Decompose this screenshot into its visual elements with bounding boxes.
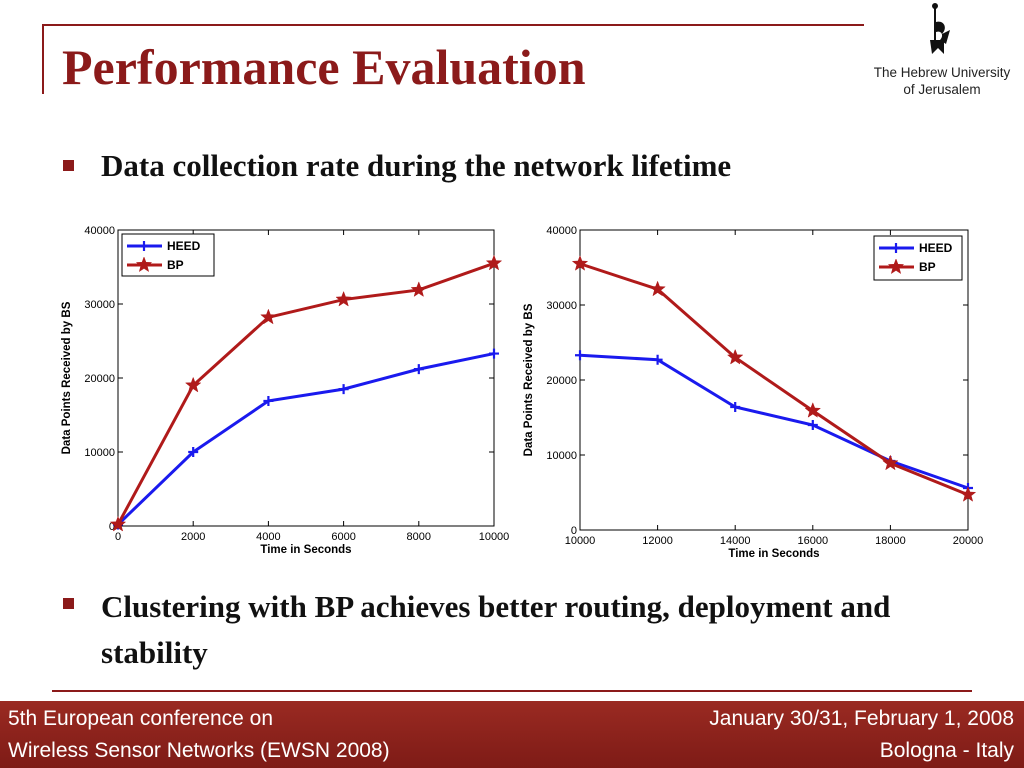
series-bp — [109, 254, 503, 532]
footer-bar: 5th European conference on Wireless Sens… — [0, 701, 1024, 768]
logo-emblem-icon — [930, 3, 950, 54]
series-line-heed — [579, 353, 969, 490]
x-tick-label: 10000 — [479, 531, 510, 543]
bullet-data-collection: Data collection rate during the network … — [63, 148, 732, 184]
data-point-heed — [413, 364, 424, 375]
chart-right: 10000 12000 14000 16000 18000 20000 0 10000 2000… — [522, 214, 996, 566]
y-tick-label: 40000 — [84, 225, 115, 237]
x-tick-label: 20000 — [953, 535, 984, 547]
title-frame-left — [42, 24, 44, 94]
bullet-clustering: Clustering with BP achieves better routi… — [63, 584, 921, 676]
y-tick-label: 10000 — [84, 447, 115, 459]
bullet-square-icon — [63, 160, 74, 171]
legend-marker-bp — [887, 258, 905, 275]
legend-marker-bp — [135, 256, 153, 273]
chart-legend: HEED BP — [873, 235, 963, 281]
chart-legend: HEED BP — [121, 233, 215, 277]
legend-marker-heed — [891, 243, 901, 253]
bullet-square-icon — [63, 598, 74, 609]
data-point-heed — [652, 354, 663, 365]
legend-label-heed: HEED — [919, 241, 953, 255]
y-tick-label: 20000 — [546, 375, 577, 387]
x-tick-label: 6000 — [331, 531, 355, 543]
series-line-bp — [579, 262, 969, 497]
chart-left: 0 2000 4000 6000 8000 10000 0 10000 20000 30000 40… — [52, 214, 522, 564]
legend-marker-heed — [139, 241, 149, 251]
x-tick-label: 0 — [115, 531, 121, 543]
footer-date: January 30/31, February 1, 2008 — [709, 707, 1014, 730]
legend-box — [873, 235, 963, 281]
series-line-heed — [116, 352, 495, 526]
x-tick-label: 18000 — [875, 535, 906, 547]
title-frame-top — [42, 24, 864, 26]
y-tick-label: 30000 — [84, 299, 115, 311]
bullet-text: Data collection rate during the network … — [101, 148, 732, 183]
x-tick-label: 8000 — [407, 531, 431, 543]
data-point-heed — [263, 395, 274, 406]
chart-left-svg: 0 2000 4000 6000 8000 10000 0 10000 20000 30000 40… — [61, 225, 510, 556]
data-point-bp — [485, 254, 503, 271]
legend-label-heed: HEED — [167, 239, 201, 253]
data-point-bp — [882, 454, 899, 471]
legend-box — [121, 233, 215, 277]
data-point-bp — [571, 255, 589, 271]
x-tick-label: 2000 — [181, 531, 205, 543]
data-point-bp — [804, 402, 822, 418]
data-point-bp — [726, 348, 744, 365]
footer-conference-line2: Wireless Sensor Networks (EWSN 2008) — [8, 739, 390, 762]
x-tick-label: 12000 — [642, 535, 673, 547]
series-line-bp — [116, 261, 495, 526]
data-point-heed — [730, 402, 741, 412]
data-point-heed — [188, 447, 199, 457]
data-point-bp — [649, 280, 666, 297]
data-point-bp — [260, 308, 277, 325]
y-tick-label: 40000 — [546, 225, 577, 237]
x-tick-label: 16000 — [798, 535, 829, 547]
data-point-bp — [959, 486, 977, 502]
y-tick-label: 10000 — [546, 450, 577, 462]
y-tick-label: 0 — [109, 521, 115, 533]
x-axis-label: Time in Seconds — [728, 548, 819, 560]
x-tick-label: 14000 — [720, 535, 751, 547]
legend-label-bp: BP — [167, 258, 184, 272]
y-tick-label: 0 — [571, 525, 577, 537]
data-point-bp — [184, 376, 202, 393]
x-tick-label: 4000 — [256, 531, 280, 543]
data-point-heed — [807, 420, 818, 430]
y-axis-label: Data Points Received by BS — [61, 301, 73, 454]
logo-text-line1: The Hebrew University — [873, 65, 1011, 80]
footer-location: Bologna - Italy — [879, 739, 1014, 762]
data-point-heed — [575, 350, 585, 361]
data-point-bp — [410, 281, 428, 297]
y-tick-label: 20000 — [84, 373, 115, 385]
logo-text: The Hebrew University of Jerusalem — [860, 64, 1024, 98]
chart-right-svg: 10000 12000 14000 16000 18000 200000100002000… — [523, 225, 984, 560]
legend-label-bp: BP — [919, 260, 936, 274]
footer-divider — [52, 690, 972, 692]
plot-area — [117, 229, 495, 527]
data-point-heed — [489, 348, 499, 359]
x-tick-label: 10000 — [565, 535, 596, 547]
x-axis-label: Time in Seconds — [260, 544, 351, 556]
data-point-bp — [109, 515, 127, 532]
y-axis-label: Data Points Received by BS — [523, 303, 535, 456]
logo-text-line2: of Jerusalem — [903, 82, 981, 97]
bullet-text: Clustering with BP achieves better routi… — [101, 589, 891, 670]
y-tick-label: 30000 — [546, 300, 577, 312]
data-point-bp — [335, 290, 352, 307]
footer-conference-line1: 5th European conference on — [8, 707, 274, 730]
slide-title: Performance Evaluation — [62, 39, 586, 95]
university-logo: The Hebrew University of Jerusalem — [860, 0, 1024, 100]
series-bp — [571, 255, 977, 502]
data-point-heed — [338, 384, 349, 395]
